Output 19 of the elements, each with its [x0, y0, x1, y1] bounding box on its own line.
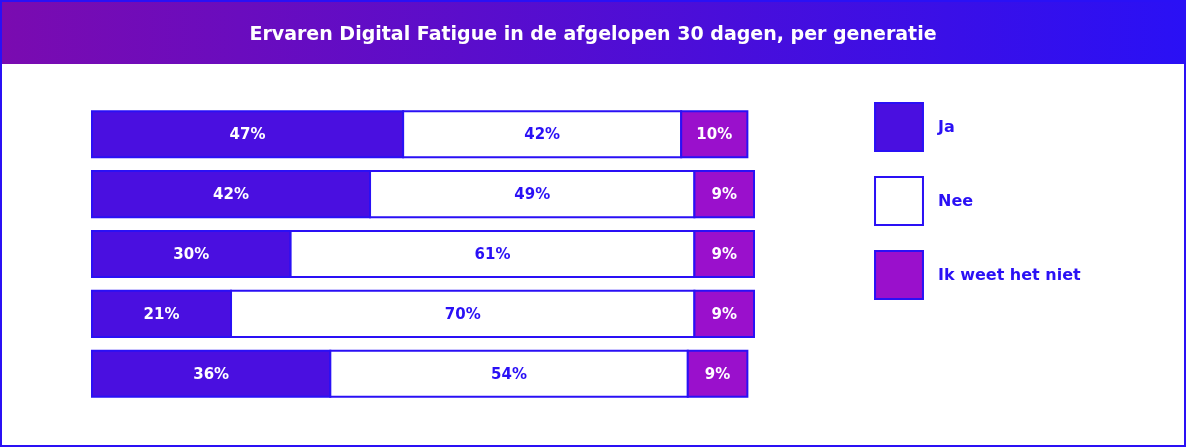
data-label: 30% — [173, 245, 210, 263]
chart-title: Ervaren Digital Fatigue in de afgelopen 30 dagen, per generatie — [2, 2, 1184, 64]
data-label: 9% — [711, 185, 737, 204]
data-label: 42% — [213, 185, 249, 204]
data-label: 54% — [491, 364, 528, 383]
data-label: 10% — [696, 125, 733, 144]
data-label: 9% — [711, 304, 737, 323]
data-label: 49% — [514, 185, 551, 204]
text: Ja — [937, 117, 955, 136]
data-label: 42% — [524, 125, 561, 144]
data-label: 21% — [143, 304, 180, 323]
data-label: 9% — [704, 364, 731, 383]
data-label: 36% — [193, 364, 230, 383]
data-label: 61% — [474, 245, 511, 263]
data-label: 47% — [229, 125, 266, 144]
text: Ik weet het niet — [938, 265, 1082, 284]
text: Nee — [938, 191, 974, 210]
data-label: 70% — [444, 304, 481, 323]
data-label: 9% — [711, 245, 737, 263]
